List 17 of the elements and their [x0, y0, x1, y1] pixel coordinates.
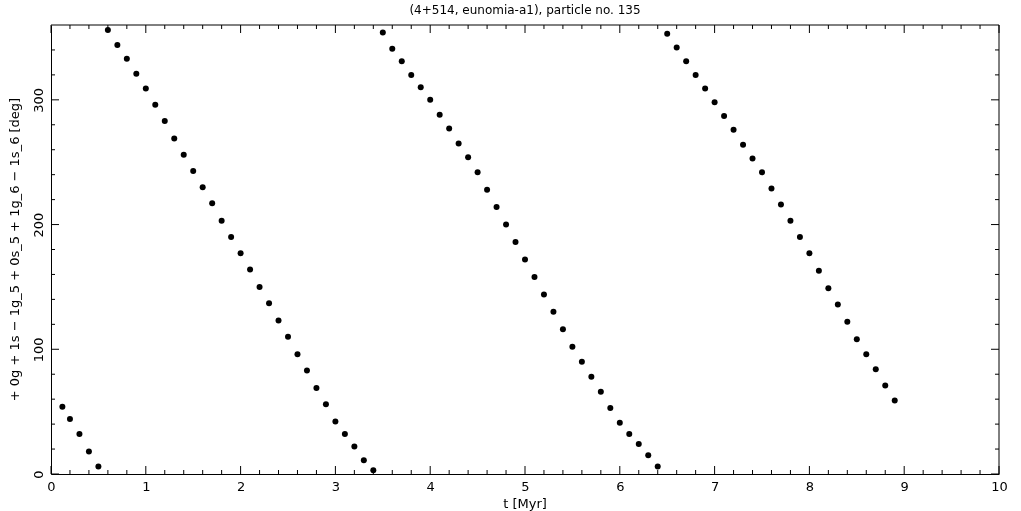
y-tick-label: 300 — [31, 87, 47, 113]
y-axis-title: + 0g + 1s − 1g_5 + 0s_5 + 1g_6 − 1s_6 [deg] — [7, 97, 22, 402]
x-tick-label: 9 — [900, 479, 909, 495]
x-tick-label: 1 — [142, 479, 151, 495]
chart-title: (4+514, eunomia-a1), particle no. 135 — [409, 3, 641, 17]
x-axis-title: t [Myr] — [503, 496, 547, 511]
x-tick-label: 10 — [991, 479, 1008, 495]
y-tick-label: 100 — [31, 337, 47, 363]
y-tick-label: 200 — [31, 212, 47, 238]
x-tick-label: 2 — [236, 479, 246, 495]
x-tick-label: 3 — [331, 479, 341, 495]
y-tick-label: 0 — [31, 470, 47, 479]
x-tick-label: 4 — [426, 479, 435, 495]
x-tick-label: 7 — [710, 479, 720, 495]
x-tick-label: 5 — [521, 479, 530, 495]
x-tick-label: 6 — [616, 479, 625, 495]
x-tick-label: 8 — [805, 479, 815, 495]
